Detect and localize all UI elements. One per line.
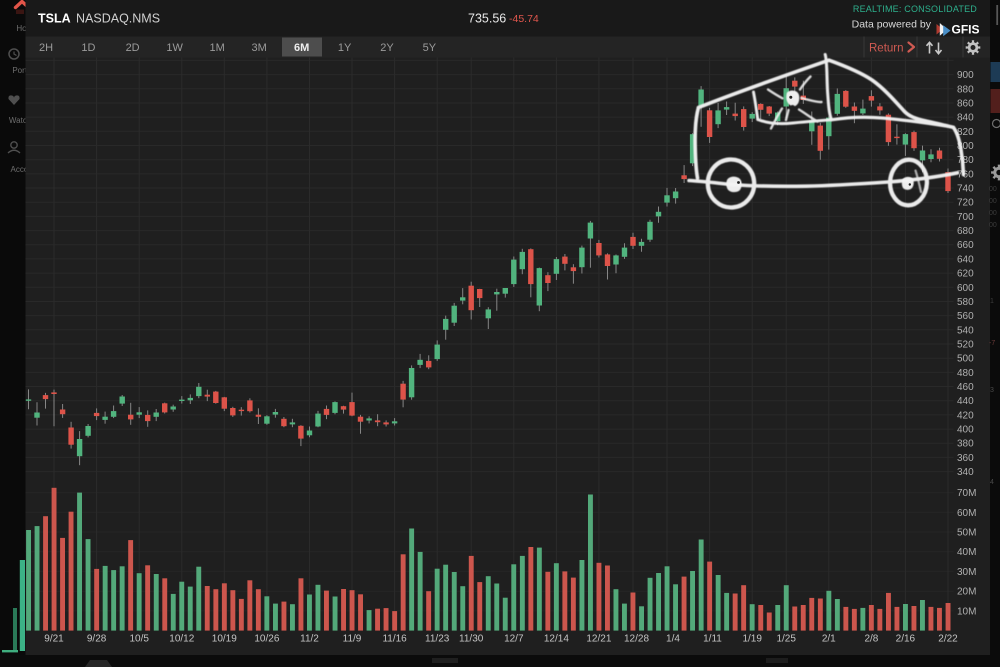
svg-text:10M: 10M (957, 606, 976, 617)
svg-text:Accounts: Accounts (11, 165, 44, 174)
svg-text:11/30: 11/30 (459, 634, 484, 645)
svg-text:10/26: 10/26 (254, 634, 279, 645)
svg-text:NASDAQ.NMS: NASDAQ.NMS (76, 12, 160, 26)
svg-text:Watchlists: Watchlists (9, 116, 45, 125)
svg-text:9/21: 9/21 (44, 634, 64, 645)
svg-text:420: 420 (957, 410, 974, 421)
svg-text:900: 900 (957, 70, 974, 81)
svg-text:740: 740 (957, 184, 974, 195)
svg-text:GFIS: GFIS (952, 23, 980, 37)
svg-text:10/12: 10/12 (169, 634, 194, 645)
svg-text:2H: 2H (39, 42, 53, 54)
svg-text:660: 660 (957, 240, 974, 251)
svg-text:Return: Return (869, 43, 904, 55)
svg-text:720: 720 (957, 198, 974, 209)
svg-text:460: 460 (957, 382, 974, 393)
svg-text:2/16: 2/16 (896, 634, 916, 645)
svg-text:30M: 30M (957, 567, 976, 578)
svg-text:5Y: 5Y (423, 42, 437, 54)
svg-text:Data powered by: Data powered by (852, 19, 932, 31)
svg-text:2Y: 2Y (380, 42, 394, 54)
svg-text:3: 3 (990, 387, 994, 394)
svg-text:780: 780 (957, 155, 974, 166)
svg-text:500: 500 (957, 354, 974, 365)
svg-text:2/22: 2/22 (938, 634, 958, 645)
svg-text:700: 700 (957, 212, 974, 223)
svg-text:1D: 1D (81, 42, 95, 54)
svg-text:440: 440 (957, 396, 974, 407)
svg-text:11/9: 11/9 (343, 634, 362, 645)
svg-text:10/19: 10/19 (212, 634, 237, 645)
svg-text:12/14: 12/14 (544, 634, 569, 645)
svg-text:580: 580 (957, 297, 974, 308)
svg-text:REALTIME: CONSOLIDATED: REALTIME: CONSOLIDATED (853, 4, 977, 14)
svg-text:680: 680 (957, 226, 974, 237)
svg-text:11/16: 11/16 (382, 634, 407, 645)
svg-text:2/8: 2/8 (864, 634, 878, 645)
svg-text:20M: 20M (957, 587, 976, 598)
svg-text:760: 760 (957, 169, 974, 180)
svg-text:40M: 40M (957, 547, 976, 558)
svg-text:11/2: 11/2 (300, 634, 319, 645)
svg-text:1Y: 1Y (338, 42, 352, 54)
svg-text:480: 480 (957, 368, 974, 379)
svg-text:00: 00 (989, 198, 997, 205)
svg-text:840: 840 (957, 113, 974, 124)
svg-text:Home: Home (16, 24, 38, 33)
svg-text:00: 00 (989, 186, 997, 193)
svg-text:12/28: 12/28 (624, 634, 649, 645)
svg-text:11/23: 11/23 (425, 634, 450, 645)
svg-text:380: 380 (957, 439, 974, 450)
svg-text:Portfolio: Portfolio (12, 66, 42, 75)
svg-text:9/28: 9/28 (87, 634, 107, 645)
svg-text:1M: 1M (210, 42, 225, 54)
svg-text:800: 800 (957, 141, 974, 152)
svg-text:620: 620 (957, 269, 974, 280)
svg-text:00: 00 (989, 210, 997, 217)
svg-text:6M: 6M (294, 42, 309, 54)
svg-text:400: 400 (957, 425, 974, 436)
svg-text:50M: 50M (957, 528, 976, 539)
svg-text:600: 600 (957, 283, 974, 294)
svg-text:735.56: 735.56 (468, 12, 506, 26)
svg-text:880: 880 (957, 84, 974, 95)
svg-text:60M: 60M (957, 508, 976, 519)
svg-text:560: 560 (957, 311, 974, 322)
svg-text:340: 340 (957, 467, 974, 478)
svg-text:TSLA: TSLA (38, 12, 71, 26)
svg-text:1/19: 1/19 (742, 634, 762, 645)
svg-text:1/11: 1/11 (703, 634, 722, 645)
svg-text:360: 360 (957, 453, 974, 464)
svg-text:540: 540 (957, 325, 974, 336)
svg-text:1W: 1W (166, 42, 183, 54)
svg-text:12/21: 12/21 (586, 634, 611, 645)
svg-text:70M: 70M (957, 488, 976, 499)
svg-text:-45.74: -45.74 (509, 13, 539, 25)
svg-text:2D: 2D (126, 42, 140, 54)
svg-text:-7: -7 (989, 340, 995, 347)
svg-text:10/5: 10/5 (129, 634, 149, 645)
svg-text:860: 860 (957, 99, 974, 110)
svg-text:520: 520 (957, 340, 974, 351)
svg-text:00: 00 (989, 222, 997, 229)
svg-text:12/7: 12/7 (504, 634, 524, 645)
svg-text:2/1: 2/1 (822, 634, 836, 645)
svg-text:4: 4 (990, 479, 994, 486)
svg-text:640: 640 (957, 254, 974, 265)
svg-text:3M: 3M (252, 42, 267, 54)
svg-text:1: 1 (990, 298, 994, 305)
svg-text:820: 820 (957, 127, 974, 138)
svg-text:1/25: 1/25 (776, 634, 796, 645)
svg-text:1/4: 1/4 (666, 634, 680, 645)
